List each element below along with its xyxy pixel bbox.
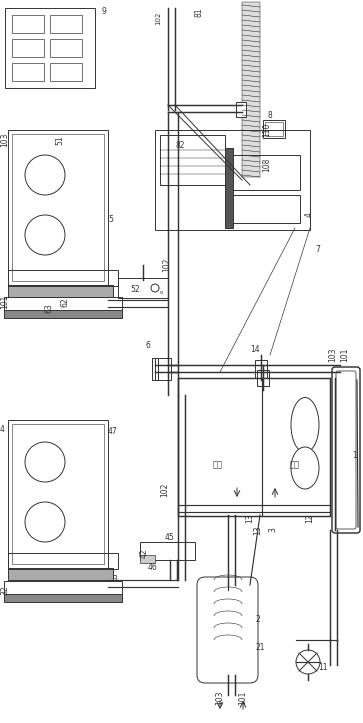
Text: 14: 14 <box>250 346 260 354</box>
Circle shape <box>25 215 65 255</box>
Bar <box>5 8 95 88</box>
Text: 101: 101 <box>238 690 247 705</box>
Text: 52: 52 <box>130 286 140 294</box>
Text: 103: 103 <box>0 133 9 147</box>
Bar <box>178 378 330 516</box>
Text: 5: 5 <box>108 215 113 225</box>
Text: 63: 63 <box>45 303 54 313</box>
Circle shape <box>25 155 65 195</box>
Bar <box>230 155 300 190</box>
Text: 46: 46 <box>148 562 158 571</box>
Text: 103: 103 <box>328 348 337 362</box>
Bar <box>4 297 122 311</box>
Text: o: o <box>160 289 163 294</box>
FancyBboxPatch shape <box>336 371 356 529</box>
Bar <box>8 285 113 297</box>
Text: 45: 45 <box>165 533 175 542</box>
FancyBboxPatch shape <box>332 367 360 533</box>
Text: 11: 11 <box>318 664 327 672</box>
Bar <box>152 358 158 380</box>
Bar <box>8 420 108 568</box>
Text: 102: 102 <box>162 258 171 272</box>
Text: 7: 7 <box>315 246 320 254</box>
Text: 1: 1 <box>352 450 357 460</box>
Text: 102: 102 <box>160 483 169 497</box>
Circle shape <box>25 442 65 482</box>
Bar <box>12 134 104 281</box>
Text: 82: 82 <box>175 140 184 150</box>
Bar <box>8 270 118 286</box>
Text: 13: 13 <box>245 513 254 523</box>
Bar <box>263 120 285 138</box>
Text: 上锡: 上锡 <box>290 461 300 469</box>
Text: 9: 9 <box>102 7 107 17</box>
Bar <box>8 568 113 580</box>
Ellipse shape <box>291 398 319 453</box>
Text: 4: 4 <box>305 213 314 218</box>
Bar <box>4 310 122 318</box>
Text: 13: 13 <box>253 525 262 535</box>
Ellipse shape <box>291 447 319 489</box>
Text: 47: 47 <box>108 427 118 437</box>
Bar <box>50 63 82 81</box>
Bar <box>140 555 155 563</box>
Circle shape <box>151 284 159 292</box>
Text: 108: 108 <box>262 158 271 172</box>
Text: 32: 32 <box>0 585 9 595</box>
Bar <box>140 542 195 560</box>
Bar <box>8 553 118 569</box>
Bar <box>50 39 82 57</box>
Text: 101: 101 <box>0 295 9 309</box>
Text: 102: 102 <box>155 12 161 25</box>
Bar <box>8 130 108 285</box>
Text: 6: 6 <box>145 341 150 349</box>
Text: 62: 62 <box>60 297 69 307</box>
Bar <box>257 370 269 386</box>
Text: 12: 12 <box>305 513 314 523</box>
Bar <box>4 594 122 602</box>
Bar <box>230 195 300 223</box>
Bar <box>255 360 267 378</box>
Bar <box>155 130 310 230</box>
FancyBboxPatch shape <box>197 577 258 683</box>
Bar <box>155 358 171 380</box>
Bar <box>12 39 44 57</box>
Text: 3: 3 <box>112 576 117 584</box>
Text: 2: 2 <box>256 615 261 625</box>
Text: 110: 110 <box>262 123 271 137</box>
Text: 51: 51 <box>55 135 64 145</box>
Bar <box>4 581 122 595</box>
Bar <box>12 63 44 81</box>
Circle shape <box>25 502 65 542</box>
Bar <box>118 278 168 298</box>
Bar <box>265 122 283 136</box>
Text: 81: 81 <box>195 7 204 17</box>
Text: 103: 103 <box>215 690 224 705</box>
Bar <box>160 135 225 185</box>
Bar <box>225 148 233 228</box>
Bar <box>236 102 246 117</box>
Bar <box>242 2 260 177</box>
Bar <box>12 15 44 33</box>
Bar <box>50 15 82 33</box>
Text: 101: 101 <box>340 348 349 362</box>
Text: 42: 42 <box>140 548 149 558</box>
Text: 21: 21 <box>256 643 265 652</box>
Text: 下锡: 下锡 <box>213 461 223 469</box>
Circle shape <box>296 650 320 674</box>
Bar <box>12 424 104 564</box>
Text: 4: 4 <box>0 426 5 435</box>
Text: 3: 3 <box>268 528 277 532</box>
Text: 8: 8 <box>268 111 273 119</box>
